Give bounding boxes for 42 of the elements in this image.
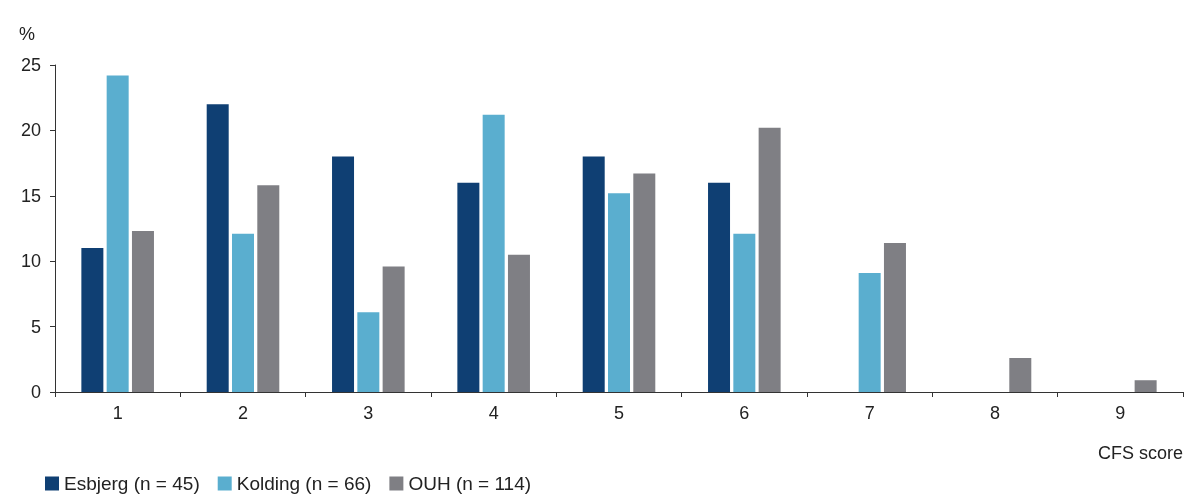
x-axis-title: CFS score	[1097, 443, 1183, 463]
bar	[257, 185, 280, 392]
bar	[457, 182, 480, 392]
bar	[332, 156, 355, 392]
x-tick-label: 4	[488, 403, 499, 423]
bar	[232, 233, 254, 392]
bar	[858, 272, 881, 392]
x-tick-label: 8	[989, 403, 1001, 423]
bar	[131, 231, 154, 392]
bar	[733, 233, 756, 392]
x-tick-label: 3	[363, 403, 374, 423]
bar	[708, 182, 731, 392]
y-tick-label: 10	[20, 251, 41, 272]
bar	[883, 242, 906, 392]
bar	[1009, 357, 1032, 392]
bar	[1134, 380, 1157, 392]
x-tick-label: 7	[864, 403, 875, 423]
bar	[81, 248, 104, 392]
y-tick-label: 20	[20, 120, 41, 141]
x-tick-label: 1	[112, 403, 123, 423]
bar	[633, 173, 656, 392]
y-tick-label: 0	[30, 382, 41, 402]
bar	[608, 193, 630, 392]
x-tick-label: 9	[1115, 403, 1126, 423]
x-tick-label: 5	[613, 403, 625, 423]
y-tick-label: 5	[30, 316, 41, 337]
legend-label: Esbjerg (n = 45)	[64, 473, 200, 494]
y-axis-title: %	[18, 24, 35, 44]
bar	[206, 104, 229, 392]
x-tick-label: 2	[237, 403, 249, 423]
y-tick-label: 25	[20, 55, 41, 75]
y-tick-label: 15	[20, 185, 41, 206]
x-tick-label: 6	[739, 403, 750, 423]
bar	[106, 75, 129, 392]
bar	[507, 254, 530, 392]
bar	[758, 127, 781, 392]
legend-label: Kolding (n = 66)	[236, 473, 372, 494]
bar	[482, 114, 505, 392]
bar	[582, 156, 605, 392]
bar	[357, 312, 380, 392]
legend-label: OUH (n = 114)	[408, 473, 532, 494]
bar	[382, 266, 405, 392]
